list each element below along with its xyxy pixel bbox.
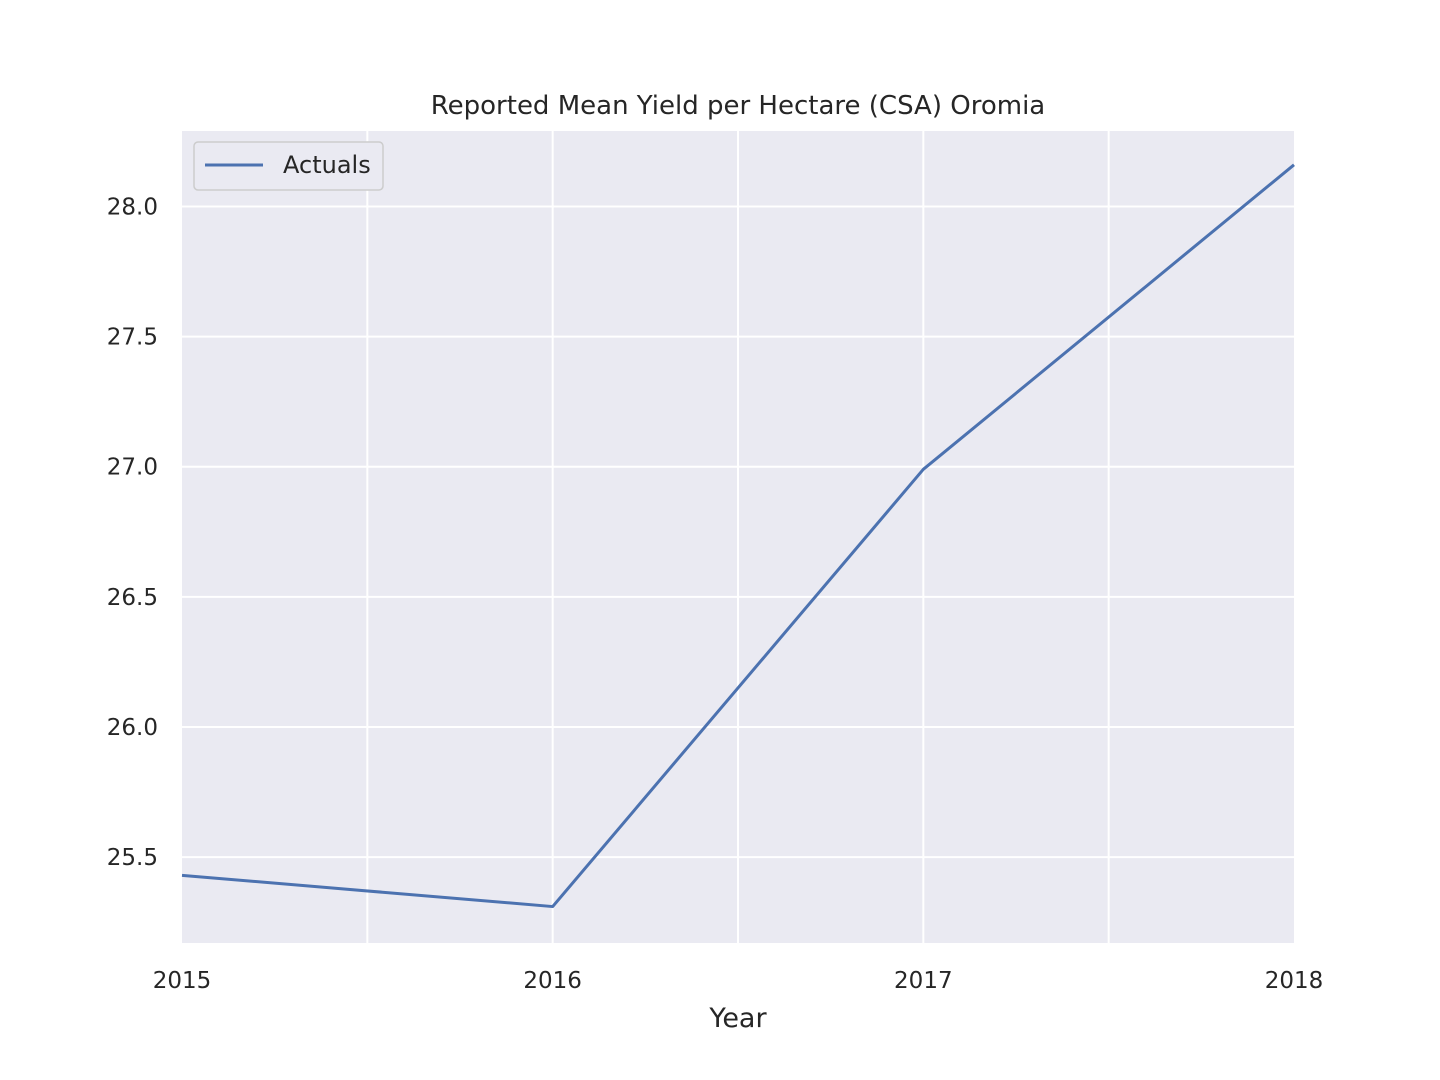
y-tick-label: 28.0 <box>107 194 158 220</box>
legend: Actuals <box>193 141 384 191</box>
y-tick-label: 25.5 <box>107 845 158 871</box>
y-tick-label: 27.0 <box>107 455 158 481</box>
y-tick-label: 26.0 <box>107 715 158 741</box>
y-tick-label: 27.5 <box>107 325 158 351</box>
chart-title: Reported Mean Yield per Hectare (CSA) Or… <box>431 91 1045 121</box>
series-layer <box>181 163 1295 909</box>
x-tick-label: 2015 <box>153 968 212 994</box>
tick-labels: 25.5 26.0 26.5 27.0 27.5 28.0 2015 2016 2017 2018 <box>107 194 1323 994</box>
series-line-actuals <box>181 163 1295 909</box>
legend-label-actuals: Actuals <box>283 151 371 179</box>
legend-box <box>193 141 384 191</box>
grid <box>182 131 1294 943</box>
x-tick-label: 2018 <box>1265 968 1324 994</box>
x-tick-label: 2017 <box>894 968 953 994</box>
x-axis-label: Year <box>708 1003 767 1034</box>
x-tick-label: 2016 <box>523 968 582 994</box>
y-tick-label: 26.5 <box>107 585 158 611</box>
